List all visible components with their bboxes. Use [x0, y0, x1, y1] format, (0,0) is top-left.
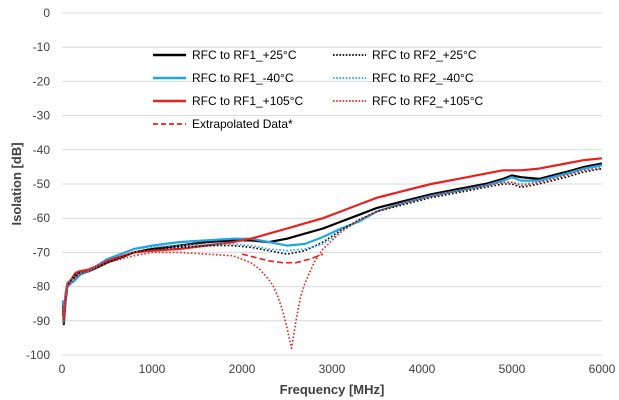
series-line — [241, 253, 324, 264]
series-line — [62, 167, 603, 322]
y-tick-label: -30 — [33, 109, 51, 123]
series-line — [62, 166, 603, 319]
series-line — [61, 162, 603, 326]
x-tick-label: 5000 — [499, 362, 526, 376]
y-tick-label: -100 — [26, 348, 50, 362]
x-tick-label: 2000 — [229, 362, 256, 376]
x-tick-labels: 0 1000 2000 3000 4000 5000 6000 — [59, 362, 616, 376]
y-tick-label: -40 — [33, 143, 51, 157]
series-lines — [61, 157, 603, 350]
legend-label: Extrapolated Data* — [192, 117, 293, 131]
legend-label: RFC to RF2_-40°C — [372, 71, 474, 85]
y-tick-label: 0 — [43, 6, 50, 20]
x-tick-label: 6000 — [589, 362, 616, 376]
y-tick-label: -50 — [33, 177, 51, 191]
x-tick-label: 1000 — [139, 362, 166, 376]
legend-label: RFC to RF1_+25°C — [192, 48, 297, 62]
x-tick-label: 4000 — [409, 362, 436, 376]
x-tick-label: 0 — [59, 362, 66, 376]
legend: RFC to RF1_+25°C RFC to RF1_-40°C RFC to R… — [153, 48, 484, 131]
x-tick-label: 3000 — [319, 362, 346, 376]
legend-label: RFC to RF1_-40°C — [192, 71, 294, 85]
y-tick-labels: 0 -10 -20 -30 -40 -50 -60 -70 -80 -90 -100 — [26, 6, 50, 362]
legend-label: RFC to RF1_+105°C — [192, 94, 304, 108]
y-tick-label: -10 — [33, 40, 51, 54]
y-tick-label: -60 — [33, 211, 51, 225]
y-tick-label: -20 — [33, 74, 51, 88]
y-tick-label: -70 — [33, 245, 51, 259]
y-axis-title: Isolation [dB] — [9, 142, 24, 225]
legend-label: RFC to RF2_+105°C — [372, 94, 484, 108]
series-line — [61, 164, 603, 322]
legend-label: RFC to RF2_+25°C — [372, 48, 477, 62]
y-tick-label: -80 — [33, 280, 51, 294]
series-line — [61, 157, 603, 319]
y-tick-label: -90 — [33, 314, 51, 328]
x-axis-title: Frequency [MHz] — [280, 382, 385, 397]
series-line — [62, 167, 603, 350]
